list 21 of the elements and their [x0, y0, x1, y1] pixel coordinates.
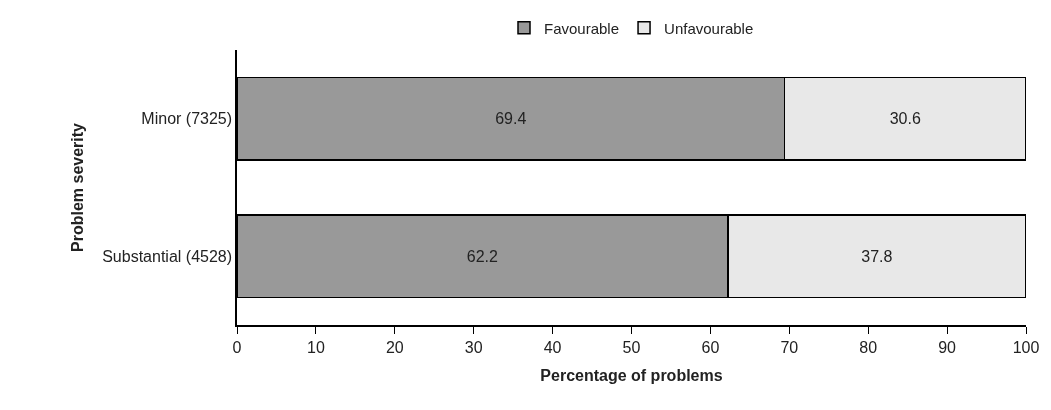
- x-tick-label: 70: [780, 338, 799, 356]
- x-tick-label: 60: [701, 338, 720, 356]
- y-axis-title: Problem severity: [68, 122, 86, 252]
- data-label: 69.4: [495, 110, 527, 128]
- x-tick-label: 40: [543, 338, 562, 356]
- data-label: 62.2: [466, 247, 498, 265]
- x-tick-label: 50: [622, 338, 641, 356]
- x-axis-title: Percentage of problems: [540, 367, 723, 385]
- y-tick-label: Minor (7325): [141, 110, 233, 128]
- x-tick-label: 100: [1012, 338, 1040, 356]
- data-label: 30.6: [889, 110, 921, 128]
- y-tick-label: Substantial (4528): [102, 247, 233, 265]
- x-tick-label: 0: [232, 338, 242, 356]
- legend-label: Unfavourable: [664, 19, 754, 37]
- x-tick-label: 20: [385, 338, 404, 356]
- x-tick-label: 30: [464, 338, 483, 356]
- x-tick-label: 80: [859, 338, 878, 356]
- x-tick-label: 90: [938, 338, 957, 356]
- data-label: 37.8: [861, 247, 893, 265]
- x-tick-label: 10: [307, 338, 325, 356]
- legend-label: Favourable: [544, 19, 620, 37]
